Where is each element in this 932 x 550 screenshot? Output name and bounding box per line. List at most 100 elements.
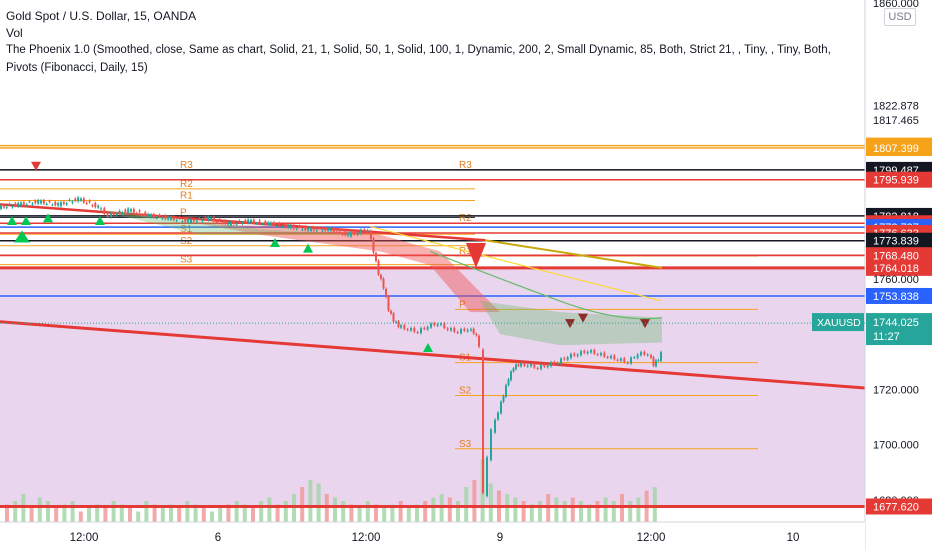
candle (77, 197, 80, 202)
candle (121, 212, 124, 214)
candle (360, 229, 362, 234)
candle (31, 203, 34, 205)
volume-bar (21, 494, 26, 522)
volume-bar (136, 511, 141, 522)
volume-bar (54, 508, 59, 522)
candle (566, 357, 569, 360)
candle (152, 214, 155, 218)
candle (0, 205, 2, 209)
candle (167, 216, 170, 220)
volume-bar (275, 504, 280, 522)
buy-signal-icon (43, 213, 53, 223)
candle (312, 227, 315, 231)
volume-bar (242, 504, 247, 522)
candle (350, 232, 352, 237)
candle (164, 215, 167, 219)
candle (315, 230, 318, 232)
candle (655, 360, 657, 367)
candle (475, 334, 478, 336)
candle (560, 358, 562, 364)
symbol-legend[interactable]: Gold Spot / U.S. Dollar, 15, OANDA (6, 9, 197, 23)
sell-signal-icon (565, 319, 575, 329)
pivot-label: S2 (459, 386, 472, 397)
vol-legend[interactable]: Vol (6, 26, 23, 40)
volume-bar (423, 501, 428, 522)
buy-signal-icon (7, 215, 17, 225)
volume-bar (456, 501, 460, 522)
volume-bar (447, 497, 452, 522)
pivot-label: R1 (180, 191, 193, 202)
volume-bar (218, 508, 223, 522)
candle (65, 203, 68, 205)
candle (34, 200, 37, 204)
candle (570, 353, 572, 358)
price-tick: 1760.000 (873, 274, 919, 286)
candle (130, 209, 132, 212)
support-zone (0, 267, 865, 507)
volume-bar (349, 504, 354, 522)
candle (11, 206, 14, 208)
candle (190, 219, 192, 223)
candle (332, 228, 335, 232)
candle (472, 328, 475, 334)
price-tick: 1753.838 (873, 291, 919, 303)
candle (633, 357, 636, 359)
buy-signal-icon (423, 343, 433, 352)
candle (224, 220, 227, 225)
candle (97, 205, 100, 208)
volume-bar (529, 504, 534, 522)
pivot-label: P (180, 207, 187, 218)
candle (616, 359, 619, 361)
candle (620, 358, 622, 361)
candle (520, 363, 522, 367)
candle (45, 203, 48, 205)
candle (523, 362, 526, 366)
pivots-legend[interactable]: Pivots (Fibonacci, Daily, 15) (6, 62, 148, 74)
candle (51, 204, 54, 206)
currency-badge[interactable]: USD (884, 8, 916, 26)
candle (20, 202, 22, 207)
candle (366, 230, 369, 232)
candle (335, 232, 338, 234)
buy-signal-icon (14, 230, 30, 243)
candle (630, 357, 632, 364)
candle (255, 223, 258, 225)
ema-line (429, 250, 663, 320)
sell-signal-icon (466, 243, 486, 268)
candle (500, 401, 502, 414)
candle (377, 260, 380, 275)
candle (14, 203, 17, 206)
candle (446, 328, 449, 330)
volume-bar (259, 501, 264, 522)
candle (150, 214, 152, 218)
candle (215, 221, 218, 223)
candle (406, 329, 409, 331)
candle (385, 288, 387, 297)
candle (62, 201, 65, 204)
countdown-value: 11:27 (873, 331, 900, 343)
price-tick: 1773.839 (873, 236, 919, 248)
price-tag (866, 140, 932, 157)
candle (184, 218, 187, 222)
price-tick: 1764.018 (873, 263, 919, 275)
phoenix-legend[interactable]: The Phoenix 1.0 (Smoothed, close, Same a… (6, 44, 831, 56)
candle (515, 364, 517, 369)
candle (17, 203, 20, 207)
candle (596, 354, 599, 356)
price-tag (866, 259, 932, 276)
trend-line (484, 239, 663, 269)
candle (553, 361, 556, 364)
volume-bar (390, 504, 395, 522)
volume-bar (177, 508, 182, 522)
candle (278, 223, 281, 225)
candle (356, 233, 359, 235)
candle (158, 214, 161, 216)
candle (410, 328, 412, 331)
candle (204, 217, 207, 220)
volume-bar (29, 508, 34, 522)
candle (363, 229, 366, 232)
candle (380, 275, 382, 279)
candle (301, 229, 304, 231)
candle (657, 360, 660, 362)
